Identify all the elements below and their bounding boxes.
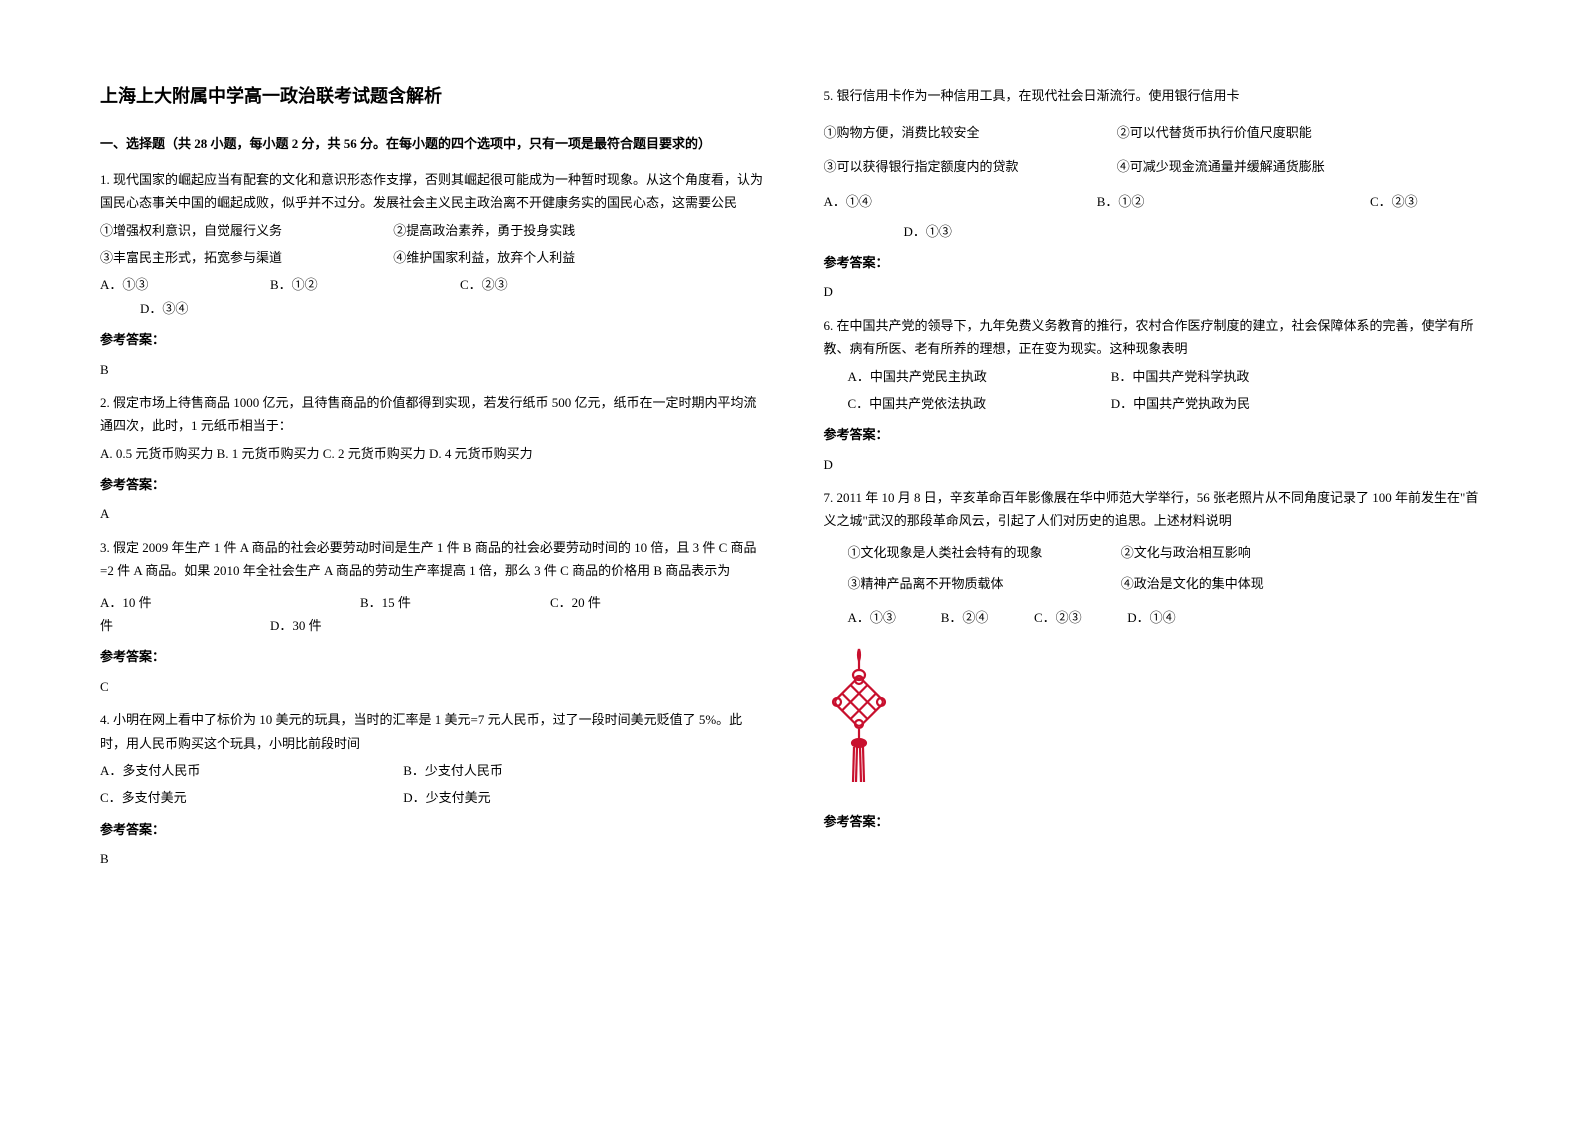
question-4: 4. 小明在网上看中了标价为 10 美元的玩具，当时的汇率是 1 美元=7 元人… <box>100 708 764 810</box>
q4-opt-b: B．少支付人民币 <box>403 759 503 782</box>
q7-s1: ①文化现象是人类社会特有的现象 <box>848 541 1088 564</box>
q7-s4: ④政治是文化的集中体现 <box>1121 572 1264 595</box>
q2-text: 2. 假定市场上待售商品 1000 亿元，且待售商品的价值都得到实现，若发行纸币… <box>100 391 764 438</box>
q7-opt-c: C．②③ <box>1034 606 1124 629</box>
q5-text: 5. 银行信用卡作为一种信用工具，在现代社会日渐流行。使用银行信用卡 <box>824 84 1488 107</box>
q2-opts: A. 0.5 元货币购买力 B. 1 元货币购买力 C. 2 元货币购买力 D.… <box>100 442 764 465</box>
question-1: 1. 现代国家的崛起应当有配套的文化和意识形态作支撑，否则其崛起很可能成为一种暂… <box>100 168 764 320</box>
q1-opt-b: B．①② <box>270 273 460 296</box>
q6-opt-d: D．中国共产党执政为民 <box>1111 392 1250 415</box>
question-6: 6. 在中国共产党的领导下，九年免费义务教育的推行，农村合作医疗制度的建立，社会… <box>824 314 1488 416</box>
left-column: 上海上大附属中学高一政治联考试题含解析 一、选择题（共 28 小题，每小题 2 … <box>100 80 764 881</box>
q1-s2: ②提高政治素养，勇于投身实践 <box>393 219 575 242</box>
q3-opt-a: A．10 件 <box>100 591 360 614</box>
q1-s3: ③丰富民主形式，拓宽参与渠道 <box>100 246 360 269</box>
q1-s4: ④维护国家利益，放弃个人利益 <box>393 246 575 269</box>
answer-label: 参考答案： <box>824 810 1488 833</box>
q4-opt-d: D．少支付美元 <box>403 786 490 809</box>
q3-opt-b: B．15 件 <box>360 591 550 614</box>
right-column: 5. 银行信用卡作为一种信用工具，在现代社会日渐流行。使用银行信用卡 ①购物方便… <box>824 80 1488 881</box>
answer-label: 参考答案： <box>824 251 1488 274</box>
q3-text: 3. 假定 2009 年生产 1 件 A 商品的社会必要劳动时间是生产 1 件 … <box>100 536 764 583</box>
q7-s3: ③精神产品离不开物质载体 <box>848 572 1088 595</box>
q5-opt-a: A．①④ <box>824 190 1094 213</box>
q5-opt-c: C．②③ <box>1370 190 1418 213</box>
q3-opt-c-cont: 件 <box>100 614 270 637</box>
answer-label: 参考答案： <box>100 818 764 841</box>
q1-answer: B <box>100 358 764 381</box>
q5-s4: ④可减少现金流通量并缓解通货膨胀 <box>1117 155 1325 178</box>
q7-s2: ②文化与政治相互影响 <box>1121 541 1251 564</box>
q6-text: 6. 在中国共产党的领导下，九年免费义务教育的推行，农村合作医疗制度的建立，社会… <box>824 314 1488 361</box>
question-3: 3. 假定 2009 年生产 1 件 A 商品的社会必要劳动时间是生产 1 件 … <box>100 536 764 638</box>
q2-answer: A <box>100 502 764 525</box>
q5-s3: ③可以获得银行指定额度内的贷款 <box>824 155 1084 178</box>
q1-s1: ①增强权利意识，自觉履行义务 <box>100 219 360 242</box>
q5-answer: D <box>824 280 1488 303</box>
q6-opt-a: A．中国共产党民主执政 <box>848 365 1108 388</box>
q7-opt-d: D．①④ <box>1127 606 1217 629</box>
q1-opt-a: A．①③ <box>100 273 270 296</box>
q5-s1: ①购物方便，消费比较安全 <box>824 121 1084 144</box>
answer-label: 参考答案： <box>100 473 764 496</box>
answer-label: 参考答案： <box>824 423 1488 446</box>
doc-title: 上海上大附属中学高一政治联考试题含解析 <box>100 80 764 112</box>
q5-opt-b: B．①② <box>1097 190 1367 213</box>
question-7: 7. 2011 年 10 月 8 日，辛亥革命百年影像展在华中师范大学举行，56… <box>824 486 1488 629</box>
q7-opt-b: B．②④ <box>941 606 1031 629</box>
q7-text: 7. 2011 年 10 月 8 日，辛亥革命百年影像展在华中师范大学举行，56… <box>824 486 1488 533</box>
q4-opt-c: C．多支付美元 <box>100 786 400 809</box>
q3-answer: C <box>100 675 764 698</box>
q6-answer: D <box>824 453 1488 476</box>
question-5: 5. 银行信用卡作为一种信用工具，在现代社会日渐流行。使用银行信用卡 ①购物方便… <box>824 84 1488 243</box>
section-header: 一、选择题（共 28 小题，每小题 2 分，共 56 分。在每小题的四个选项中，… <box>100 132 764 155</box>
answer-label: 参考答案： <box>100 645 764 668</box>
q1-opt-d: D．③④ <box>140 297 188 320</box>
q3-opt-d: D．30 件 <box>270 614 322 637</box>
chinese-knot-icon <box>824 647 894 787</box>
q1-opt-c: C．②③ <box>460 273 508 296</box>
q4-answer: B <box>100 847 764 870</box>
q1-text: 1. 现代国家的崛起应当有配套的文化和意识形态作支撑，否则其崛起很可能成为一种暂… <box>100 168 764 215</box>
q4-opt-a: A．多支付人民币 <box>100 759 400 782</box>
q5-s2: ②可以代替货币执行价值尺度职能 <box>1117 121 1312 144</box>
q5-opt-d: D．①③ <box>904 220 952 243</box>
q4-text: 4. 小明在网上看中了标价为 10 美元的玩具，当时的汇率是 1 美元=7 元人… <box>100 708 764 755</box>
q6-opt-b: B．中国共产党科学执政 <box>1111 365 1250 388</box>
question-2: 2. 假定市场上待售商品 1000 亿元，且待售商品的价值都得到实现，若发行纸币… <box>100 391 764 465</box>
q3-opt-c: C．20 件 <box>550 591 601 614</box>
q7-opt-a: A．①③ <box>848 606 938 629</box>
answer-label: 参考答案： <box>100 328 764 351</box>
q6-opt-c: C．中国共产党依法执政 <box>848 392 1108 415</box>
